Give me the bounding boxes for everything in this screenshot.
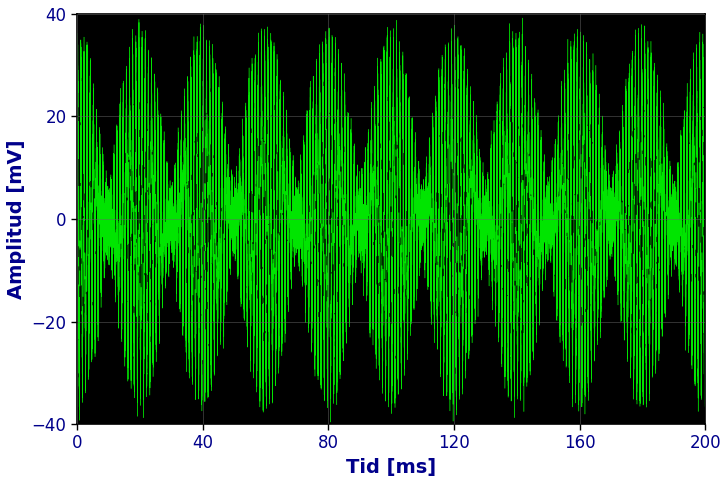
Y-axis label: Amplitud [mV]: Amplitud [mV] [7,139,26,299]
X-axis label: Tid [ms]: Tid [ms] [346,458,436,477]
